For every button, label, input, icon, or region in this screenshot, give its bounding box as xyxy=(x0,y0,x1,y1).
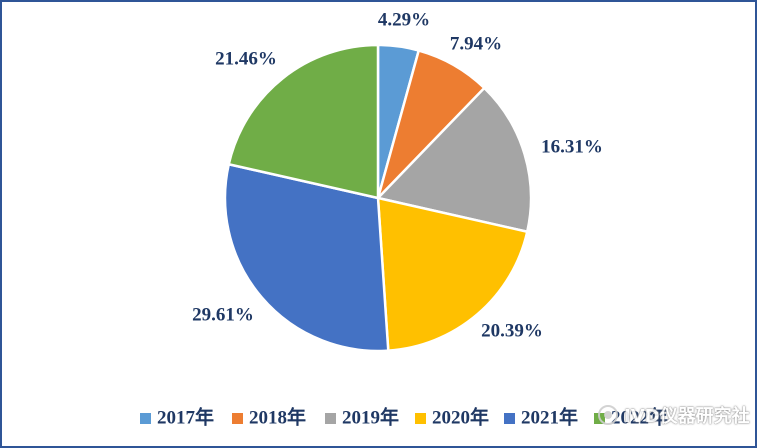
legend-swatch-2020年 xyxy=(415,413,426,424)
legend-item-2020年: 2020年 xyxy=(415,405,489,428)
legend-swatch-2019年 xyxy=(325,413,336,424)
slice-label-2017年: 4.29% xyxy=(378,9,430,30)
legend-label-2018年: 2018年 xyxy=(249,405,306,428)
legend-label-2019年: 2019年 xyxy=(342,405,399,428)
legend-swatch-2017年 xyxy=(140,413,151,424)
pie-slice-2020年 xyxy=(376,196,529,352)
wechat-logo-icon xyxy=(598,405,618,425)
slice-label-2022年: 21.46% xyxy=(215,48,277,69)
pie-slice-2021年 xyxy=(223,162,390,353)
legend-swatch-2018年 xyxy=(232,413,243,424)
slice-label-2018年: 7.94% xyxy=(450,33,502,54)
watermark: IVD仪器研究社 xyxy=(598,402,750,428)
legend-item-2018年: 2018年 xyxy=(232,405,306,428)
slice-label-2020年: 20.39% xyxy=(481,320,543,341)
legend-item-2017年: 2017年 xyxy=(140,405,214,428)
legend-label-2022年: 2022年 xyxy=(611,405,668,428)
legend-label-2017年: 2017年 xyxy=(157,405,214,428)
slice-label-2021年: 29.61% xyxy=(192,304,254,325)
legend-label-2020年: 2020年 xyxy=(432,405,489,428)
pie-slice-2022年 xyxy=(227,43,380,200)
legend-item-2019年: 2019年 xyxy=(325,405,399,428)
pie-slice-2019年 xyxy=(375,86,533,234)
legend-label-2021年: 2021年 xyxy=(521,405,578,428)
legend-swatch-2021年 xyxy=(504,413,515,424)
slice-label-2019年: 16.31% xyxy=(541,136,603,157)
legend-item-2021年: 2021年 xyxy=(504,405,578,428)
watermark-text: IVD仪器研究社 xyxy=(624,406,750,427)
